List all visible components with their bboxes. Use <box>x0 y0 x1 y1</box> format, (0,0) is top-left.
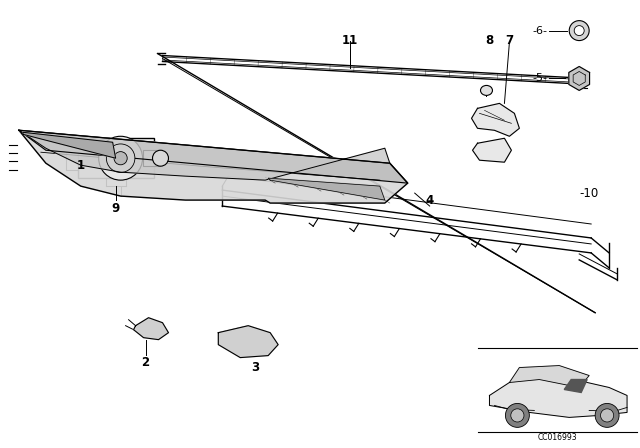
Circle shape <box>99 136 143 180</box>
Circle shape <box>152 150 168 166</box>
Polygon shape <box>268 178 385 200</box>
Polygon shape <box>19 130 390 180</box>
Circle shape <box>569 21 589 41</box>
Text: CC016993: CC016993 <box>538 433 577 442</box>
Polygon shape <box>564 379 587 392</box>
Polygon shape <box>569 66 589 90</box>
Polygon shape <box>509 366 589 388</box>
Polygon shape <box>472 103 520 136</box>
Polygon shape <box>218 326 278 358</box>
Text: -5-: -5- <box>532 73 547 83</box>
Polygon shape <box>490 378 627 418</box>
Circle shape <box>595 404 619 427</box>
FancyBboxPatch shape <box>77 138 154 178</box>
Polygon shape <box>19 130 408 203</box>
Text: 7: 7 <box>506 34 513 47</box>
Text: -6-: -6- <box>532 26 547 35</box>
Text: 9: 9 <box>111 202 120 215</box>
Text: 8: 8 <box>485 34 493 47</box>
Text: 11: 11 <box>342 34 358 47</box>
Polygon shape <box>134 318 168 340</box>
Circle shape <box>106 144 135 172</box>
FancyBboxPatch shape <box>143 150 161 166</box>
Polygon shape <box>19 130 408 183</box>
Circle shape <box>511 409 524 422</box>
Polygon shape <box>472 138 511 162</box>
Circle shape <box>114 151 127 165</box>
Ellipse shape <box>481 86 492 95</box>
Circle shape <box>600 409 614 422</box>
Text: 2: 2 <box>141 356 150 369</box>
Circle shape <box>506 404 529 427</box>
Text: 3: 3 <box>251 361 259 374</box>
Text: 1: 1 <box>77 159 85 172</box>
Polygon shape <box>23 132 116 158</box>
Circle shape <box>574 26 584 35</box>
Text: 4: 4 <box>426 194 434 207</box>
Text: -10: -10 <box>580 187 599 200</box>
